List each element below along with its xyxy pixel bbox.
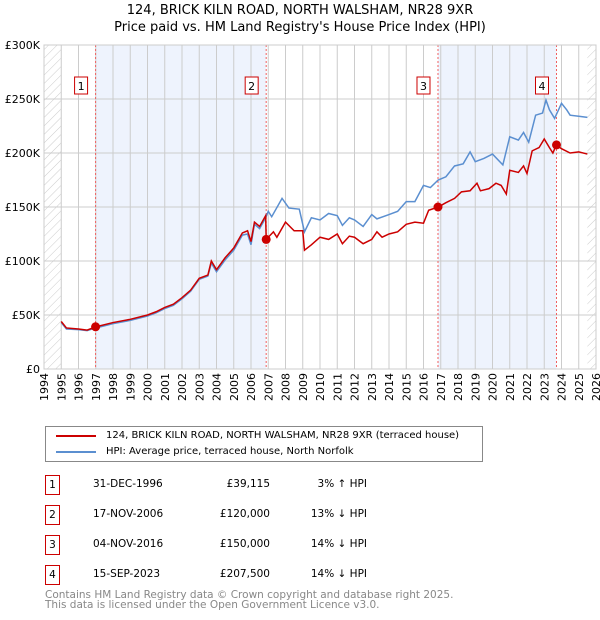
legend-swatch-red xyxy=(56,434,96,437)
sale-point xyxy=(433,202,443,212)
sale-price: £120,000 xyxy=(219,508,270,520)
y-tick-label: £150K xyxy=(5,201,41,214)
sale-label: 2 xyxy=(248,80,255,93)
x-tick-label: 2000 xyxy=(142,373,155,401)
x-tick-label: 2023 xyxy=(538,373,551,401)
sale-label-box xyxy=(244,76,259,95)
x-tick-label: 2002 xyxy=(176,373,189,401)
legend-item-property: 124, BRICK KILN ROAD, NORTH WALSHAM, NR2… xyxy=(56,430,459,441)
sale-date: 04-NOV-2016 xyxy=(93,538,164,550)
x-tick-label: 2008 xyxy=(280,373,293,401)
y-tick-label: £0 xyxy=(26,363,40,376)
x-tick-label: 2001 xyxy=(159,373,172,401)
x-tick-label: 2019 xyxy=(469,373,482,401)
x-tick-label: 1997 xyxy=(90,373,103,401)
legend: 124, BRICK KILN ROAD, NORTH WALSHAM, NR2… xyxy=(45,426,483,462)
x-tick-label: 2026 xyxy=(590,373,600,401)
sale-hpi: 13% ↓ HPI xyxy=(310,508,367,520)
footer-line: Contains HM Land Registry data © Crown c… xyxy=(45,589,454,601)
x-tick-label: 1998 xyxy=(107,373,120,401)
legend-label: HPI: Average price, terraced house, Nort… xyxy=(106,446,354,457)
plot-border xyxy=(43,44,597,370)
sale-number: 3 xyxy=(45,535,60,555)
x-tick-label: 2015 xyxy=(400,373,413,401)
sale-row: 2 17-NOV-2006 £120,000 13% ↓ HPI xyxy=(45,505,375,525)
legend-label: 124, BRICK KILN ROAD, NORTH WALSHAM, NR2… xyxy=(106,430,460,441)
sale-point xyxy=(91,322,101,332)
legend-swatch-blue xyxy=(56,450,96,453)
sale-number: 1 xyxy=(45,475,60,495)
sale-price: £207,500 xyxy=(219,568,270,580)
x-tick-label: 1996 xyxy=(73,373,86,401)
sale-price: £39,115 xyxy=(226,478,270,490)
x-tick-label: 2006 xyxy=(245,373,258,401)
sale-label-box xyxy=(74,76,89,95)
plot-area: 1994 1995 1996 1997 1998 1999 2000 2001 2002 2003… xyxy=(5,39,600,401)
y-tick-label: £200K xyxy=(5,147,41,160)
x-tick-label: 2007 xyxy=(262,373,275,401)
x-tick-label: 2024 xyxy=(556,373,569,401)
x-tick-label: 2013 xyxy=(366,373,379,401)
sale-date: 17-NOV-2006 xyxy=(93,508,164,520)
y-tick-label: £100K xyxy=(5,255,41,268)
x-tick-label: 2021 xyxy=(504,373,517,401)
x-tick-label: 1995 xyxy=(55,373,68,401)
sale-point xyxy=(551,140,561,150)
x-tick-label: 2022 xyxy=(521,373,534,401)
x-tick-label: 1999 xyxy=(124,373,137,401)
sale-label: 3 xyxy=(420,80,427,93)
x-tick-label: 2011 xyxy=(331,373,344,401)
sale-number: 4 xyxy=(45,565,60,585)
legend-item-hpi: HPI: Average price, terraced house, Nort… xyxy=(56,446,354,457)
sale-label-box xyxy=(534,76,549,95)
chart-title: 124, BRICK KILN ROAD, NORTH WALSHAM, NR2… xyxy=(126,3,474,18)
x-tick-label: 2020 xyxy=(487,373,500,401)
x-tick-label: 2005 xyxy=(228,373,241,401)
sale-date: 31-DEC-1996 xyxy=(93,478,163,490)
sale-hpi: 3% ↑ HPI xyxy=(317,478,367,490)
sale-point xyxy=(261,234,271,244)
sale-label: 1 xyxy=(78,80,85,93)
x-tick-label: 2012 xyxy=(349,373,362,401)
hpi-line xyxy=(60,97,588,332)
footer-attribution: Contains HM Land Registry data © Crown c… xyxy=(45,589,454,611)
x-tick-label: 2009 xyxy=(297,373,310,401)
x-tick-label: 2014 xyxy=(383,373,396,401)
sale-number: 2 xyxy=(45,505,60,525)
sale-row: 1 31-DEC-1996 £39,115 3% ↑ HPI xyxy=(45,475,375,495)
y-tick-label: £250K xyxy=(5,93,41,106)
x-tick-label: 1994 xyxy=(38,373,51,401)
y-tick-label: £50K xyxy=(12,309,41,322)
sale-label-box xyxy=(416,76,431,95)
x-tick-label: 2016 xyxy=(418,373,431,401)
footer-line: This data is licensed under the Open Gov… xyxy=(45,599,380,611)
sale-row: 3 04-NOV-2016 £150,000 14% ↓ HPI xyxy=(45,535,375,555)
y-tick-label: £300K xyxy=(5,39,41,52)
x-tick-label: 2004 xyxy=(211,373,224,401)
sale-hpi: 14% ↓ HPI xyxy=(310,568,367,580)
x-tick-label: 2025 xyxy=(573,373,586,401)
sale-price: £150,000 xyxy=(219,538,270,550)
sale-row: 4 15-SEP-2023 £207,500 14% ↓ HPI xyxy=(45,565,375,585)
x-tick-label: 2017 xyxy=(435,373,448,401)
chart-subtitle: Price paid vs. HM Land Registry's House … xyxy=(114,20,486,35)
x-tick-label: 2018 xyxy=(452,373,465,401)
x-tick-label: 2003 xyxy=(193,373,206,401)
x-tick-label: 2010 xyxy=(314,373,327,401)
sale-label: 4 xyxy=(538,80,545,93)
property-price-line xyxy=(60,137,588,331)
sale-hpi: 14% ↓ HPI xyxy=(310,538,367,550)
sale-date: 15-SEP-2023 xyxy=(93,568,161,580)
